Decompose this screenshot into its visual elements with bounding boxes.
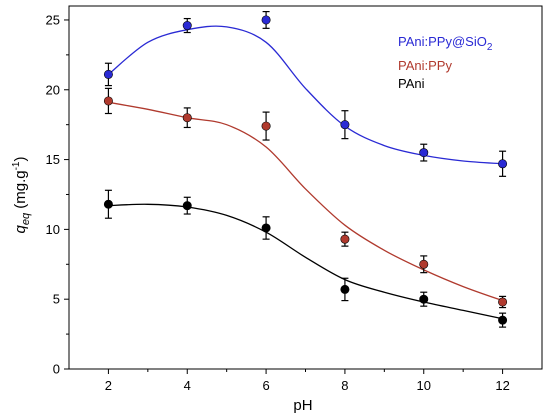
data-marker (182, 21, 192, 31)
y-tick-label: 5 (53, 292, 60, 307)
data-marker (498, 159, 508, 169)
data-point-series-2 (103, 189, 113, 219)
legend-entry-pani-ppy-sio2-subscript: 2 (487, 42, 493, 53)
data-point-series-0 (182, 17, 192, 34)
data-marker (261, 15, 271, 25)
y-tick-label: 10 (46, 222, 60, 237)
y-axis-title: qeq (mg.g-1) (11, 156, 32, 233)
data-marker (261, 121, 271, 131)
y-axis-title-units-close: ) (12, 156, 29, 161)
data-marker (419, 148, 429, 158)
data-point-series-2 (182, 196, 192, 215)
data-point-series-2 (419, 291, 429, 307)
fit-curve-series-1 (108, 101, 503, 302)
y-tick-label: 20 (46, 82, 60, 97)
data-marker (103, 69, 113, 79)
axes: 2 4 6 8 10 12 0 5 10 15 20 25 (46, 5, 543, 393)
data-point-series-0 (419, 143, 429, 162)
data-point-series-0 (261, 10, 271, 29)
data-point-series-1 (498, 295, 508, 309)
legend-entry-pani: PAni (398, 76, 425, 91)
legend-entry-pani-ppy: PAni:PPy (398, 58, 452, 73)
data-points (103, 10, 508, 328)
plot-frame (68, 5, 543, 370)
data-point-series-1 (103, 87, 113, 115)
data-marker (103, 199, 113, 209)
legend-entry-pani-ppy-sio2: PAni:PPy@SiO2 (398, 34, 493, 53)
y-axis-title-units: (mg.g (12, 170, 29, 213)
data-marker (419, 259, 429, 269)
fit-curve-series-2 (108, 203, 503, 320)
data-point-series-1 (340, 231, 350, 247)
data-marker (498, 315, 508, 325)
y-tick-label: 15 (46, 152, 60, 167)
data-point-series-2 (261, 216, 271, 240)
data-marker (340, 234, 350, 244)
data-point-series-2 (340, 277, 350, 302)
data-point-series-1 (261, 111, 271, 141)
data-point-series-0 (103, 62, 113, 87)
x-tick-label: 10 (417, 378, 431, 393)
y-axis-title-symbol: q (12, 225, 29, 234)
data-point-series-2 (498, 312, 508, 328)
x-tick-label: 8 (341, 378, 348, 393)
data-marker (182, 201, 192, 211)
y-axis-title-subscript: eq (20, 212, 32, 225)
data-marker (340, 284, 350, 294)
data-point-series-0 (340, 110, 350, 140)
data-point-series-1 (419, 255, 429, 274)
y-tick-label: 25 (46, 12, 60, 27)
data-point-series-1 (182, 107, 192, 129)
data-marker (261, 223, 271, 233)
x-tick-label: 2 (105, 378, 112, 393)
data-marker (419, 294, 429, 304)
x-tick-label: 6 (262, 378, 269, 393)
y-tick-label: 0 (53, 362, 60, 377)
fit-curve-series-0 (107, 25, 503, 165)
x-tick-label: 4 (184, 378, 191, 393)
data-marker (182, 113, 192, 123)
data-marker (340, 120, 350, 130)
data-marker (498, 297, 508, 307)
legend-entry-pani-ppy-sio2-label: PAni:PPy@SiO (398, 34, 487, 49)
x-tick-label: 12 (495, 378, 509, 393)
data-point-series-0 (498, 150, 508, 177)
legend: PAni:PPy@SiO2 PAni:PPy PAni (398, 34, 493, 91)
data-marker (103, 96, 113, 106)
x-axis-title: pH (293, 397, 312, 414)
fit-curves (107, 25, 503, 320)
y-axis-title-units-exponent: -1 (11, 161, 22, 170)
